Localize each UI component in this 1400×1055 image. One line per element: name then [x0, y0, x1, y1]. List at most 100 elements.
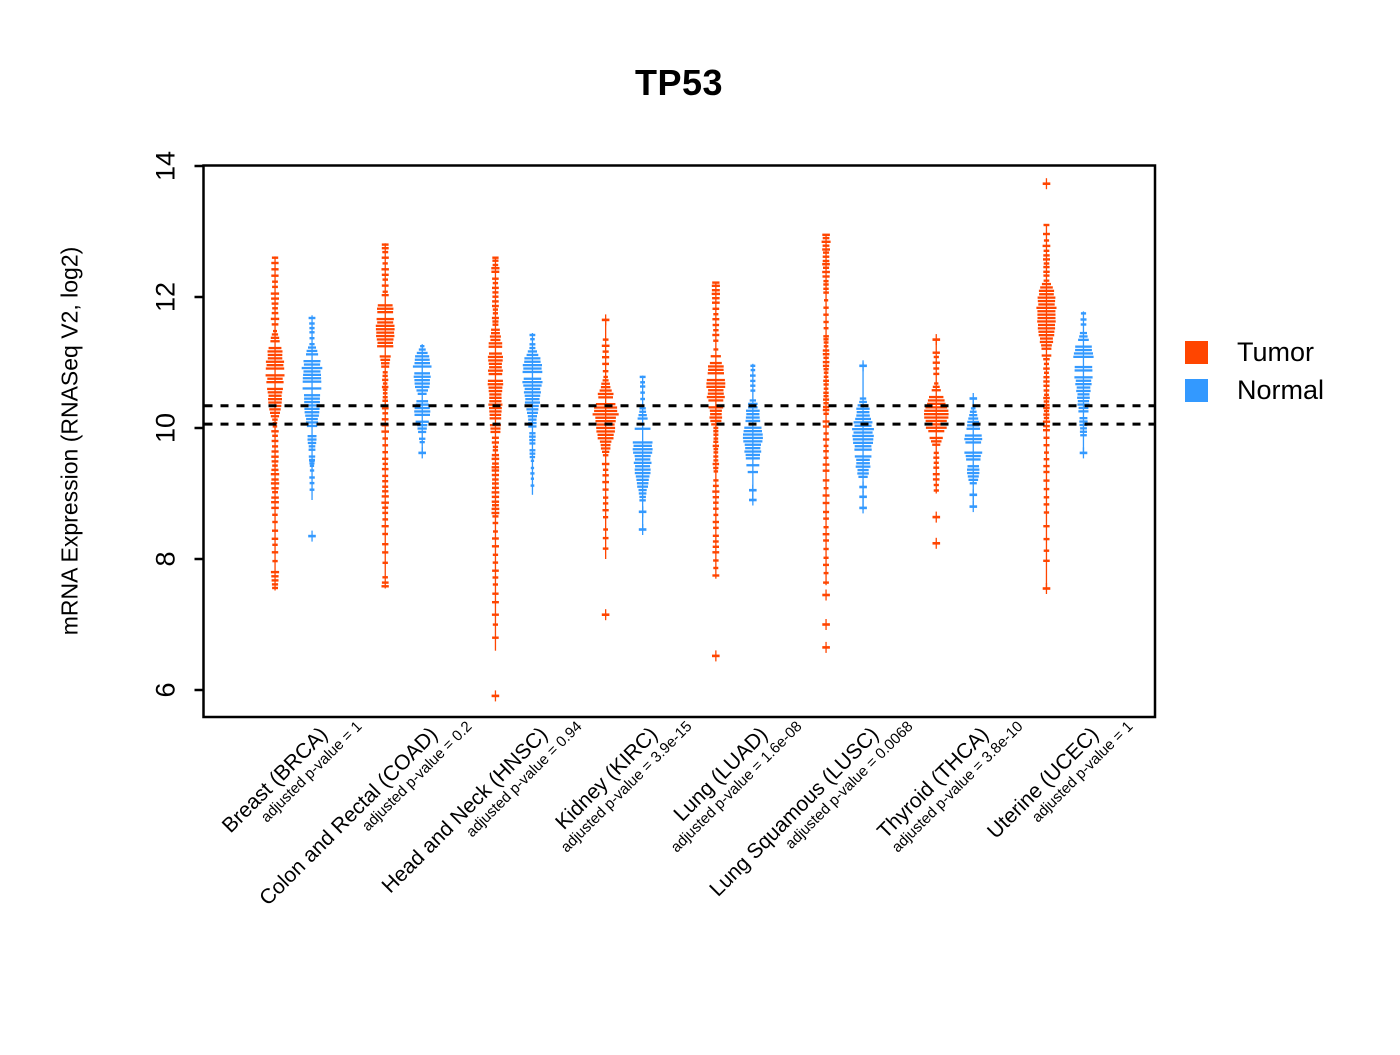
violin-dash [856, 462, 870, 465]
outlier-dash [381, 273, 389, 276]
violin-dash [924, 413, 949, 416]
outlier-dash [1043, 367, 1050, 370]
violin-dash [1076, 386, 1091, 389]
violin-dash [595, 403, 616, 406]
outlier-dash [1043, 503, 1050, 506]
violin-dash [488, 386, 503, 389]
outlier-dash [602, 536, 609, 540]
violin-dash [1041, 347, 1052, 350]
outlier-dash [713, 437, 719, 440]
outlier-dash [491, 491, 500, 494]
outlier-point-stem [972, 489, 974, 501]
outlier-dash [491, 495, 500, 499]
violin-luad-normal [742, 363, 763, 506]
outlier-dash [381, 268, 389, 271]
outlier-dash [640, 397, 645, 401]
violin-dash [927, 399, 945, 402]
outlier-dash [382, 437, 388, 440]
violin-dash [744, 443, 761, 446]
y-tick-label-12: 12 [150, 281, 181, 313]
outlier-dash [271, 583, 279, 586]
outlier-dash [382, 388, 388, 391]
violin-dash [709, 409, 722, 412]
violin-dash [302, 380, 322, 383]
outlier-dash [750, 364, 756, 367]
outlier-dash [382, 490, 389, 493]
violin-dash [1077, 400, 1090, 403]
outlier-dash [308, 316, 316, 320]
violin-dash [488, 362, 502, 365]
violin-dash [1037, 296, 1056, 299]
violin-dash [853, 441, 873, 444]
violin-dash [1038, 330, 1055, 333]
violin-dash [1074, 376, 1093, 379]
violin-dash [415, 420, 429, 423]
violin-dash [270, 415, 280, 418]
outlier-dash [1043, 416, 1050, 420]
violin-dash [744, 426, 762, 429]
outlier-dash [712, 307, 720, 310]
violin-dash [526, 353, 539, 357]
violin-dash [597, 437, 614, 440]
violin-dash [307, 435, 317, 438]
violin-lusc-tumor [821, 233, 831, 653]
violin-dash [1075, 383, 1092, 386]
outlier-dash [492, 281, 499, 285]
violin-dash [414, 372, 430, 375]
outlier-dash [272, 307, 278, 310]
violin-dash [597, 433, 614, 436]
outlier-dash [1043, 496, 1050, 499]
outlier-dash [823, 526, 829, 529]
violin-dash [852, 434, 874, 438]
outlier-dash [750, 379, 756, 383]
violin-dash [1075, 379, 1092, 382]
violin-dash [969, 414, 978, 417]
outlier-dash [823, 517, 829, 520]
violin-brca-normal [301, 315, 323, 542]
violin-dash [924, 409, 949, 412]
outlier-dash [1043, 376, 1050, 379]
outlier-dash [711, 284, 720, 287]
violin-dash [1075, 348, 1092, 352]
outlier-dash [823, 444, 829, 448]
violin-dash [416, 389, 428, 392]
violin-dash [376, 331, 395, 334]
outlier-dash [933, 483, 939, 487]
outlier-dash [1080, 323, 1087, 326]
outlier-dash [823, 379, 829, 382]
violin-dash [489, 396, 502, 399]
outlier-dash [823, 327, 829, 330]
outlier-dash [823, 402, 829, 405]
violin-dash [602, 379, 609, 382]
violin-dash [1080, 427, 1087, 430]
violin-dash [268, 401, 282, 404]
violin-dash [856, 458, 870, 461]
outlier-dash [1043, 270, 1050, 273]
violin-dash [376, 334, 395, 338]
outlier-dash [823, 283, 829, 286]
violin-thca-normal [964, 393, 983, 513]
violin-dash [268, 346, 282, 350]
outlier-dash [309, 331, 315, 334]
outlier-dash [601, 344, 610, 347]
outlier-dash [309, 322, 315, 325]
legend: Tumor Normal [1185, 337, 1324, 414]
violin-dash [932, 443, 941, 446]
violin-dash [1041, 354, 1052, 357]
violin-dash [601, 382, 610, 385]
outlier-dash [272, 529, 279, 532]
violin-dash [489, 393, 502, 396]
violin-dash [632, 448, 653, 451]
outlier-dash [491, 466, 500, 469]
outlier-dash [492, 445, 499, 449]
outlier-dash [712, 490, 720, 493]
outlier-dash [823, 432, 829, 435]
outlier-dash [381, 495, 389, 498]
outlier-dash [823, 279, 829, 283]
violin-dash [929, 395, 944, 399]
outlier-dash [382, 374, 388, 378]
outlier-point-stem [642, 524, 644, 535]
violin-dash [855, 465, 871, 468]
violin-dash [303, 363, 321, 366]
violin-dash [853, 421, 873, 424]
